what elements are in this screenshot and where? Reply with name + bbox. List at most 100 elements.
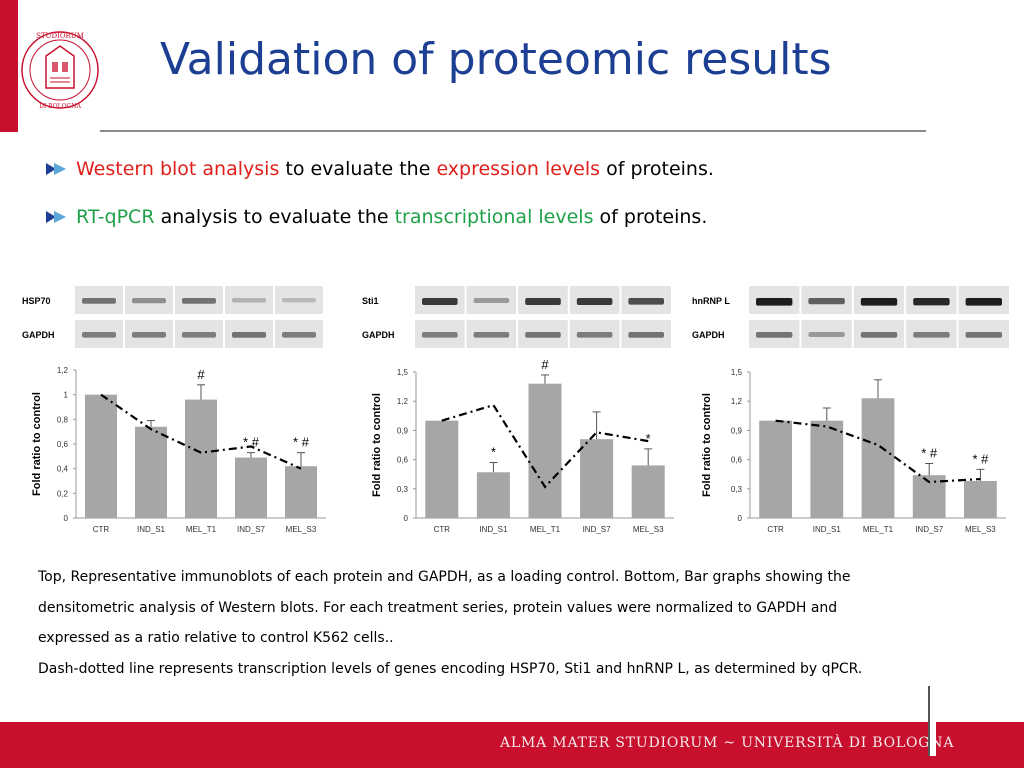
y-tick-label: 0,6 (731, 456, 743, 465)
significance-label: * # (293, 435, 310, 450)
bar (185, 399, 217, 518)
x-tick-label: IND_S7 (915, 525, 944, 534)
blot-band (232, 332, 266, 338)
blot-band (860, 332, 898, 338)
footer-bar: ALMA MATER STUDIORUM ~ UNIVERSITÀ DI BOL… (0, 722, 1024, 768)
y-tick-label: 1 (64, 391, 69, 400)
bar (810, 420, 844, 518)
blot-band (182, 298, 216, 304)
caption-line: Dash-dotted line represents transcriptio… (38, 660, 863, 677)
x-tick-label: MEL_T1 (186, 525, 217, 534)
y-tick-label: 0,3 (397, 485, 409, 494)
blot-band (576, 298, 613, 305)
footer-decoration (928, 686, 936, 756)
bar (759, 420, 792, 518)
blot-band (808, 332, 845, 337)
arrow-bullet-icon (46, 211, 66, 223)
y-axis-label: Fold ratio to control (701, 393, 713, 497)
y-axis-label: Fold ratio to control (371, 393, 383, 497)
y-tick-label: 0,6 (397, 456, 409, 465)
significance-label: # (541, 357, 549, 372)
significance-label: * # (972, 451, 989, 466)
bar (861, 398, 895, 518)
caption-line: expressed as a ratio relative to control… (38, 630, 394, 646)
bar (580, 439, 614, 518)
y-axis-label: Fold ratio to control (31, 392, 43, 496)
y-tick-label: 1,2 (731, 397, 743, 406)
bar (528, 383, 562, 518)
y-tick-label: 1,5 (731, 368, 743, 377)
bar (285, 466, 317, 518)
svg-text:DI BOLOGNA: DI BOLOGNA (39, 103, 81, 110)
x-tick-label: IND_S1 (813, 525, 842, 534)
bullet-western-blot: Western blot analysis to evaluate the ex… (44, 158, 714, 180)
blot-band (525, 332, 561, 338)
hsp70-panel: HSP70 GAPDH 0 0,2 0,4 0,6 0,8 1 1,2 Fold ratio to… (22, 286, 326, 534)
blot-label: hnRNP L (692, 296, 730, 306)
qpcr-series-line (100, 393, 302, 470)
significance-label: * (491, 445, 496, 460)
bullet-part: transcriptional levels (394, 206, 594, 228)
y-tick-label: 0 (64, 514, 69, 523)
qpcr-series-line (775, 419, 981, 484)
y-tick-label: 0,2 (57, 489, 69, 498)
arrow-bullet-icon (46, 163, 66, 175)
bar (631, 465, 665, 518)
blot-band (808, 298, 845, 305)
blot-band (965, 298, 1002, 306)
x-tick-label: MEL_S3 (965, 525, 996, 534)
bullet-part: analysis to evaluate the (154, 206, 395, 228)
blot-band (756, 298, 793, 306)
y-tick-label: 0,6 (57, 440, 69, 449)
blot-label: GAPDH (692, 330, 725, 340)
y-tick-label: 0,4 (57, 465, 69, 474)
caption-line: Top, Representative immunoblots of each … (38, 569, 851, 585)
blot-band (756, 332, 793, 338)
x-tick-label: MEL_T1 (530, 525, 561, 534)
blot-band (282, 332, 316, 338)
y-tick-label: 0,9 (731, 426, 743, 435)
bar (135, 426, 167, 518)
x-tick-label: IND_S1 (479, 525, 508, 534)
x-tick-label: IND_S7 (237, 525, 266, 534)
caption-line: densitometric analysis of Western blots.… (38, 599, 838, 616)
significance-label: * (646, 431, 651, 446)
blot-band (913, 298, 950, 306)
bar (85, 394, 117, 518)
y-tick-label: 0,8 (57, 415, 69, 424)
blot-band (282, 298, 316, 303)
hnrnpl-panel: hnRNP L GAPDH 0 0,3 0,6 0,9 1,2 1,5 Fold ratio t… (692, 286, 1009, 534)
blot-band (422, 332, 458, 338)
significance-label: # (197, 367, 205, 382)
y-tick-label: 0 (404, 514, 409, 523)
bullet-part: RT-qPCR (76, 206, 155, 228)
bullet-part: of proteins. (593, 206, 708, 228)
blot-band (82, 298, 116, 304)
bullet-rt-qpcr: RT-qPCR analysis to evaluate the transcr… (44, 206, 707, 228)
bar (476, 472, 510, 518)
university-seal-logo: STUDIORUM DI BOLOGNA (21, 31, 99, 110)
y-tick-label: 1,5 (397, 368, 409, 377)
bullet-part: of proteins. (600, 158, 714, 180)
y-tick-label: 1,2 (57, 366, 69, 375)
svg-text:STUDIORUM: STUDIORUM (36, 32, 84, 40)
y-tick-label: 0,9 (397, 426, 409, 435)
bar (235, 457, 267, 518)
x-tick-label: IND_S1 (137, 525, 166, 534)
bar (964, 481, 997, 518)
figure-caption: Top, Representative immunoblots of each … (38, 562, 988, 684)
x-tick-label: CTR (767, 525, 784, 534)
bullet-part: expression levels (436, 158, 601, 180)
left-red-bar (0, 0, 18, 132)
significance-label: * # (921, 445, 938, 460)
y-tick-label: 0 (738, 514, 743, 523)
blot-band (628, 332, 664, 338)
blot-band (82, 332, 116, 338)
y-tick-label: 1,2 (397, 397, 409, 406)
x-tick-label: CTR (434, 525, 451, 534)
blot-band (965, 332, 1002, 338)
blot-band (232, 298, 266, 303)
blot-label: Sti1 (362, 296, 379, 306)
title-divider (100, 130, 926, 132)
x-tick-label: MEL_T1 (863, 525, 894, 534)
